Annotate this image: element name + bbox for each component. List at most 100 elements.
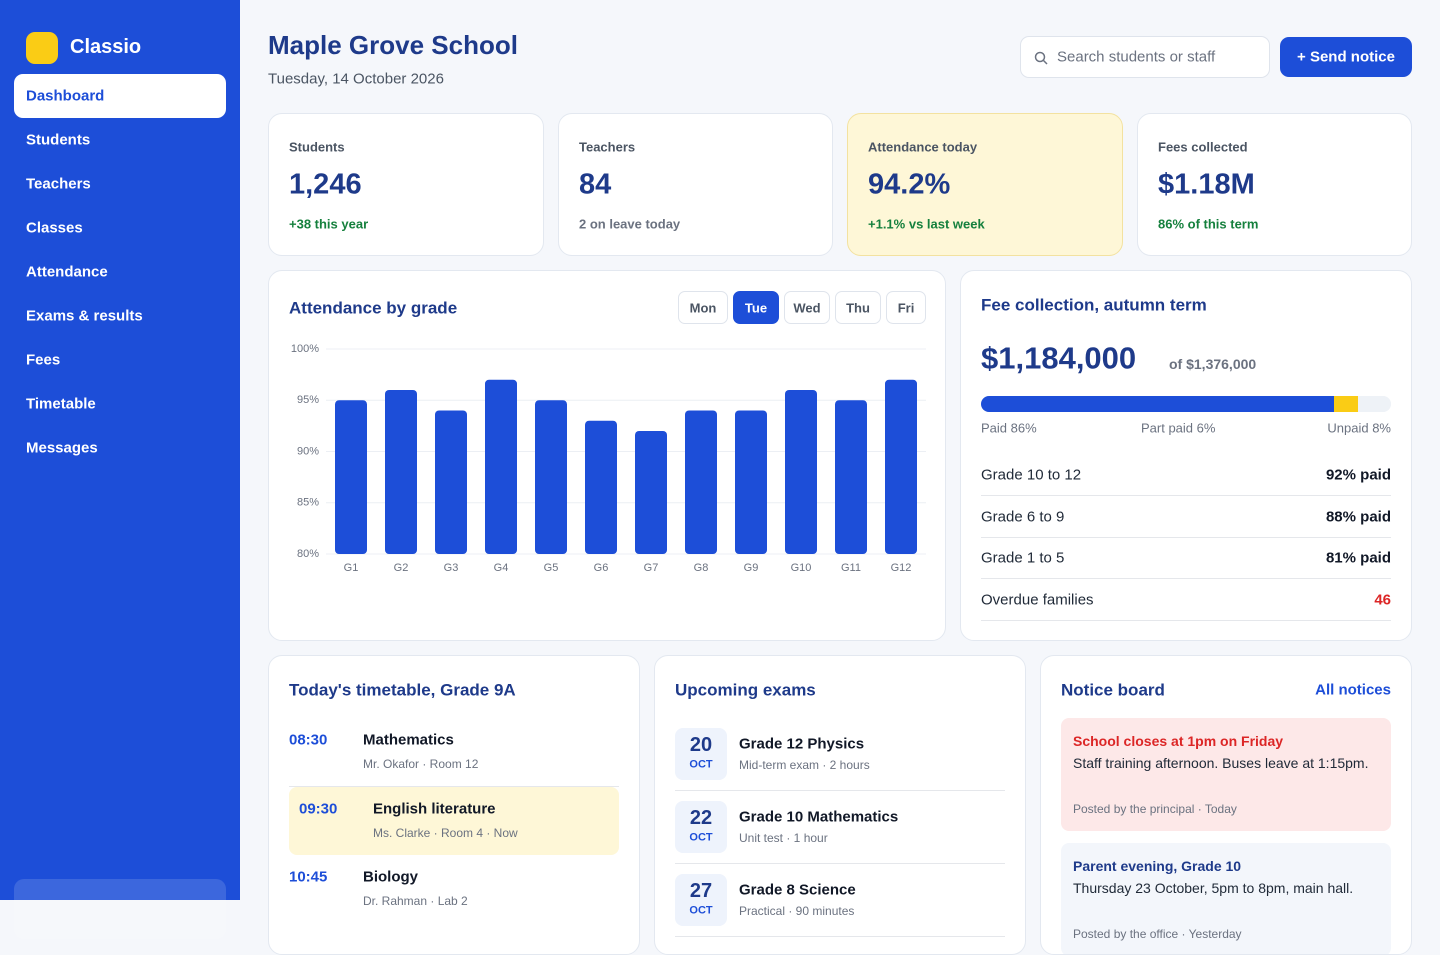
fees-title: Fee collection, autumn term bbox=[981, 295, 1207, 315]
x-tick-label: G1 bbox=[344, 562, 359, 574]
exams-title: Upcoming exams bbox=[675, 680, 816, 700]
exam-name: Grade 12 Physics bbox=[739, 735, 865, 753]
notice: Parent evening, Grade 10 Thursday 23 Octo… bbox=[1061, 843, 1391, 954]
bar bbox=[335, 400, 367, 554]
nav-item[interactable]: Fees bbox=[26, 351, 61, 369]
slot-subject: Biology bbox=[363, 868, 418, 886]
day-tab[interactable]: Mon bbox=[678, 291, 728, 324]
x-tick-label: G8 bbox=[694, 562, 709, 574]
fees-of: of $1,376,000 bbox=[1169, 356, 1257, 372]
exam-date: 20 OCT bbox=[675, 728, 727, 780]
day-tab[interactable]: Wed bbox=[784, 291, 830, 324]
bar bbox=[535, 400, 567, 554]
notices-card: Notice board All notices School closes at … bbox=[1040, 655, 1412, 955]
exam-detail: Unit test · 1 hour bbox=[739, 831, 828, 845]
bar bbox=[685, 410, 717, 554]
fee-row-value: 92% paid bbox=[1325, 466, 1391, 484]
stat-value: 1,246 bbox=[289, 168, 362, 201]
progress-segment bbox=[981, 396, 1334, 412]
nav-item[interactable]: Timetable bbox=[26, 395, 96, 413]
nav-item[interactable]: Messages bbox=[26, 439, 98, 457]
search-box[interactable]: Search students or staff bbox=[1020, 36, 1270, 78]
fee-row-name: Grade 6 to 9 bbox=[981, 508, 1065, 525]
nav-item[interactable]: Attendance bbox=[26, 263, 108, 281]
date: Tuesday, 14 October 2026 bbox=[268, 70, 444, 88]
notice-title: Parent evening, Grade 10 bbox=[1073, 858, 1242, 874]
x-tick-label: G6 bbox=[594, 562, 609, 574]
y-tick-label: 90% bbox=[297, 445, 319, 457]
divider bbox=[675, 936, 1005, 937]
exam-month: OCT bbox=[689, 758, 713, 771]
stat-note: +38 this year bbox=[289, 216, 369, 232]
notice-meta: Posted by the principal · Today bbox=[1073, 802, 1237, 816]
day-tab[interactable]: Fri bbox=[886, 291, 926, 324]
notice: School closes at 1pm on Friday Staff trai… bbox=[1061, 718, 1391, 831]
fee-row-name: Overdue families bbox=[981, 591, 1094, 608]
nav-item[interactable]: Teachers bbox=[26, 175, 91, 193]
stat-label: Students bbox=[289, 139, 345, 155]
nav-item[interactable]: Exams & results bbox=[26, 307, 143, 325]
progress-segment bbox=[1333, 396, 1359, 412]
day-tab-label: Thu bbox=[846, 300, 870, 316]
day-tab[interactable]: Thu bbox=[835, 291, 881, 324]
fee-row-value: 88% paid bbox=[1325, 508, 1391, 525]
current-slot-bg bbox=[289, 787, 619, 855]
fees-card: Fee collection, autumn term $1,184,000 of … bbox=[960, 270, 1412, 641]
stat-note: +1.1% vs last week bbox=[868, 216, 985, 232]
x-tick-label: G4 bbox=[494, 562, 509, 574]
exam-day: 20 bbox=[689, 734, 713, 756]
stat-note: 86% of this term bbox=[1158, 216, 1259, 232]
fees-amount: $1,184,000 bbox=[981, 340, 1137, 376]
bar-chart: 80% 85% 90% 95% 100% G1 G2 G3 G4 G5 G6 G7 G8 G9 G10 G11… bbox=[291, 343, 926, 574]
slot-time: 09:30 bbox=[299, 800, 338, 818]
exams-card: Upcoming exams 20 OCT Grade 12 Physics Mid-t… bbox=[654, 655, 1026, 955]
search-icon bbox=[1034, 51, 1048, 65]
all-notices-link[interactable]: All notices bbox=[1315, 681, 1391, 699]
exam-date: 22 OCT bbox=[675, 801, 727, 853]
bar bbox=[485, 379, 517, 554]
stat-card: Fees collected $1.18M 86% of this term bbox=[1137, 113, 1412, 256]
stat-card: Students 1,246 +38 this year bbox=[268, 113, 544, 256]
exam-date: 27 OCT bbox=[675, 874, 727, 926]
nav-item[interactable]: Dashboard bbox=[26, 87, 105, 105]
exam-detail: Mid-term exam · 2 hours bbox=[739, 758, 870, 772]
day-tab[interactable]: Tue bbox=[733, 291, 779, 324]
stat-card: Teachers 84 2 on leave today bbox=[558, 113, 833, 256]
divider bbox=[675, 790, 1005, 791]
exam-day: 22 bbox=[689, 807, 713, 829]
bar bbox=[835, 400, 867, 554]
x-tick-label: G9 bbox=[744, 562, 759, 574]
divider bbox=[675, 863, 1005, 864]
stat-value: 94.2% bbox=[868, 168, 951, 201]
nav-active-bg bbox=[14, 74, 226, 118]
fee-row-name: Grade 1 to 5 bbox=[981, 549, 1065, 567]
nav-item[interactable]: Classes bbox=[26, 219, 83, 237]
day-tab-label: Mon bbox=[689, 300, 717, 316]
exam-month: OCT bbox=[689, 831, 713, 844]
chart-title: Attendance by grade bbox=[289, 298, 458, 318]
day-tab-label: Fri bbox=[897, 300, 915, 316]
x-tick-label: G11 bbox=[841, 562, 861, 574]
exam-detail: Practical · 90 minutes bbox=[739, 904, 855, 918]
stat-note: 2 on leave today bbox=[579, 216, 681, 232]
bar bbox=[635, 431, 667, 554]
stat-value: $1.18M bbox=[1158, 168, 1255, 201]
exam-name: Grade 10 Mathematics bbox=[739, 808, 899, 826]
x-tick-label: G7 bbox=[644, 562, 659, 574]
slot-subject: Mathematics bbox=[363, 731, 454, 749]
y-tick-label: 80% bbox=[297, 548, 319, 560]
slot-detail: Dr. Rahman · Lab 2 bbox=[363, 894, 468, 908]
fee-row-name: Grade 10 to 12 bbox=[981, 466, 1082, 484]
search-placeholder: Search students or staff bbox=[1057, 48, 1216, 66]
segment-label: Paid 86% bbox=[981, 420, 1037, 436]
day-tab-label: Wed bbox=[793, 300, 821, 316]
notice-meta: Posted by the office · Yesterday bbox=[1073, 927, 1242, 941]
fees-progress bbox=[981, 396, 1391, 412]
divider bbox=[289, 786, 619, 787]
logo-mark bbox=[26, 32, 58, 64]
send-notice-button[interactable]: + Send notice bbox=[1280, 37, 1412, 77]
stat-label: Fees collected bbox=[1158, 139, 1248, 155]
nav-item[interactable]: Students bbox=[26, 131, 91, 149]
bar bbox=[435, 410, 467, 554]
